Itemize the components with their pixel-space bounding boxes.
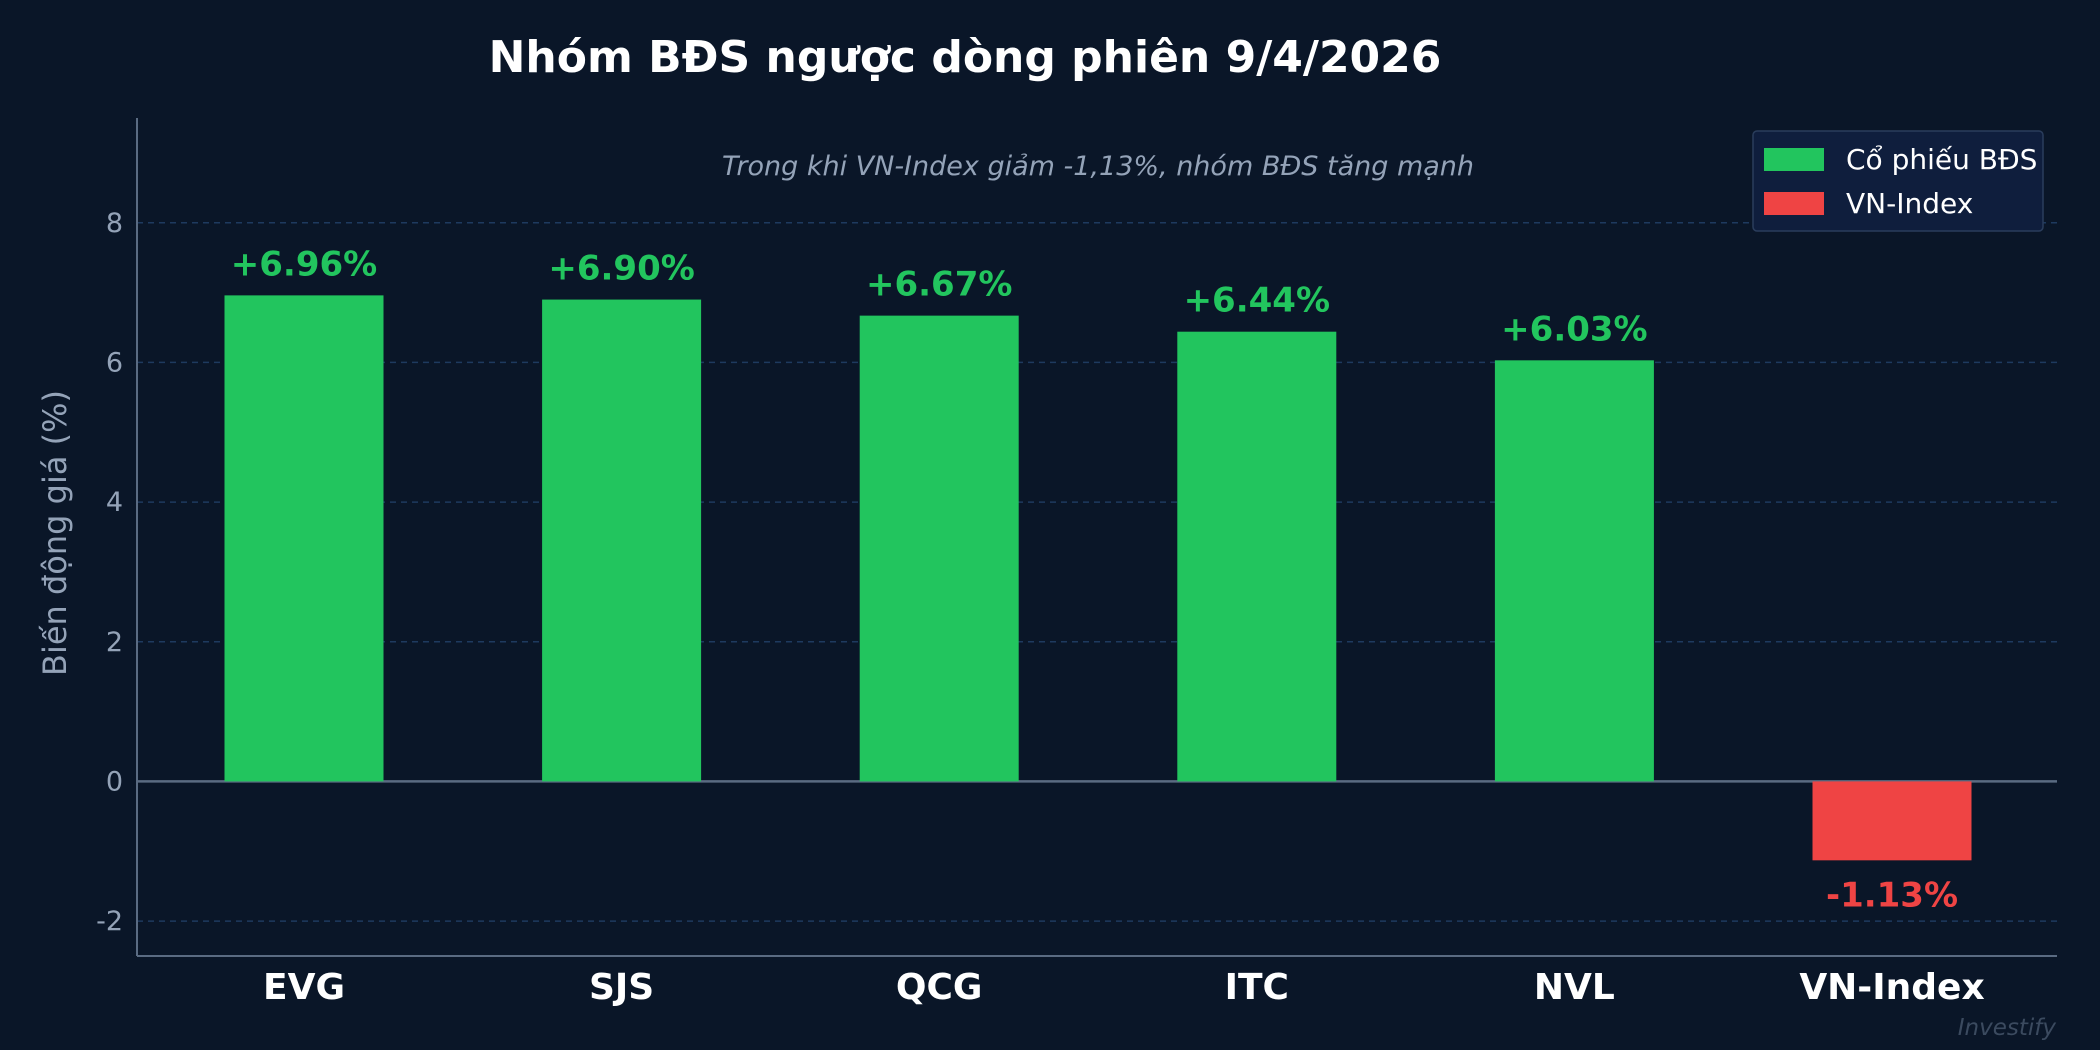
data-label: -1.13% (1826, 875, 1958, 915)
x-tick-labels: EVG SJS QCG ITC NVL VN-Index (263, 967, 1985, 1008)
y-tick-label: 2 (106, 627, 123, 658)
data-label: +6.44% (1184, 281, 1330, 321)
data-label: +6.03% (1501, 309, 1647, 349)
legend: Cổ phiếu BĐS VN-Index (1752, 130, 2044, 232)
watermark-text: Investify (1958, 1015, 2057, 1041)
x-tick-label: QCG (896, 967, 983, 1008)
x-tick-label: VN-Index (1799, 967, 1984, 1008)
x-tick-label: SJS (589, 967, 654, 1008)
y-tick-labels: -2 0 2 4 6 8 (96, 208, 123, 937)
chart-title: Nhóm BĐS ngược dòng phiên 9/4/2026 (489, 32, 1442, 83)
data-labels: +6.96% +6.90% +6.67% +6.44% +6.03% -1.13% (231, 244, 1958, 915)
legend-label-index: VN-Index (1846, 187, 1973, 220)
bars (224, 295, 1972, 861)
y-tick-label: 0 (106, 766, 123, 797)
data-label: +6.96% (231, 244, 377, 284)
legend-label-stock: Cổ phiếu BĐS (1846, 143, 2037, 176)
grid-layer (137, 222, 2057, 922)
data-label: +6.90% (548, 249, 694, 289)
x-tick-label: NVL (1534, 967, 1615, 1008)
bar-sjs (542, 299, 702, 782)
legend-swatch-stock (1764, 148, 1824, 171)
bar-itc (1177, 331, 1337, 782)
y-tick-label: -2 (96, 906, 123, 937)
legend-box (1752, 130, 2044, 232)
bar-nvl (1494, 360, 1654, 782)
bar-evg (224, 295, 384, 782)
x-tick-label: EVG (263, 967, 345, 1008)
y-axis-label: Biến động giá (%) (36, 390, 74, 676)
legend-swatch-index (1764, 192, 1824, 215)
y-tick-label: 4 (106, 487, 123, 518)
chart-subtitle: Trong khi VN-Index giảm -1,13%, nhóm BĐS… (722, 151, 1474, 182)
axis-layer (136, 118, 2057, 957)
x-tick-label: ITC (1225, 967, 1289, 1008)
bar-vn-index (1812, 781, 1972, 861)
bar-qcg (859, 315, 1019, 782)
y-tick-label: 6 (106, 347, 123, 378)
data-label: +6.67% (866, 265, 1012, 305)
y-tick-label: 8 (106, 208, 123, 239)
